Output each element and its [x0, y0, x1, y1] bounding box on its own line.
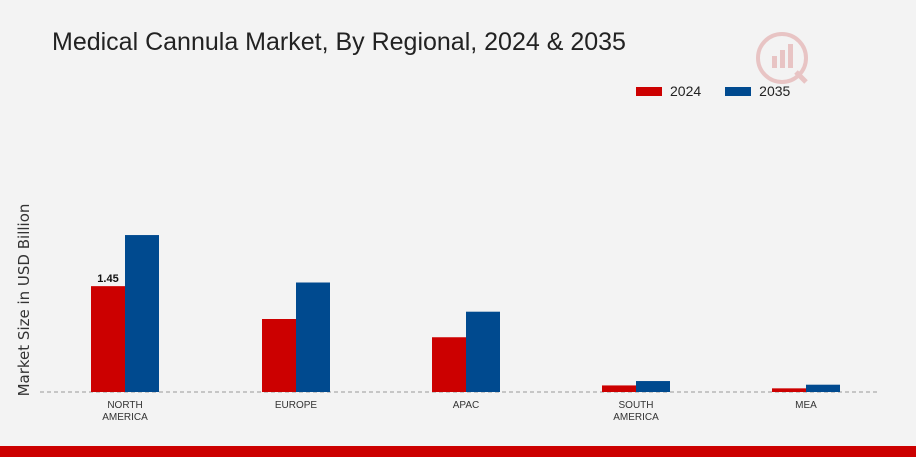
bar-2024-north-america: [91, 286, 125, 392]
data-label: 1.45: [97, 273, 118, 285]
x-tick-label: MEA: [795, 400, 817, 411]
bar-2035-north-america: [125, 235, 159, 392]
bottom-accent-bar: [0, 446, 916, 457]
x-tick-label: APAC: [453, 400, 480, 411]
x-tick-label: SOUTH AMERICA: [613, 400, 659, 423]
bar-2035-apac: [466, 311, 500, 392]
bar-2024-mea: [772, 388, 806, 392]
bar-2024-apac: [432, 337, 466, 392]
bar-2035-mea: [806, 384, 840, 392]
bar-2024-europe: [262, 319, 296, 392]
bar-2035-south-america: [636, 381, 670, 392]
legend-item-2024: 2024: [636, 83, 701, 99]
legend-swatch-2035: [725, 86, 752, 96]
legend-label-2035: 2035: [759, 83, 791, 99]
market-research-logo-icon: [752, 28, 812, 93]
legend-swatch-2024: [636, 86, 662, 96]
chart-title: Medical Cannula Market, By Regional, 202…: [52, 28, 626, 56]
x-tick-label: EUROPE: [275, 400, 318, 411]
bar-2035-europe: [296, 282, 330, 392]
legend-label-2024: 2024: [670, 83, 702, 99]
chart-legend: 2024 2035: [636, 83, 814, 99]
x-tick-label: NORTH AMERICA: [102, 400, 148, 423]
bar-2024-south-america: [602, 385, 636, 392]
legend-item-2035: 2035: [725, 83, 790, 99]
